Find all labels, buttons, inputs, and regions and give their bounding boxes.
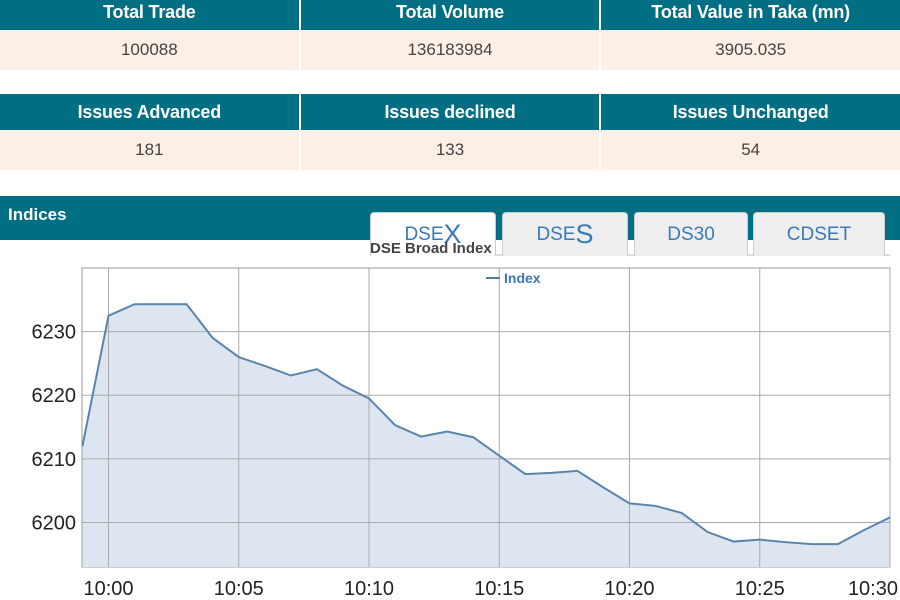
chart-legend[interactable]: Index [486,270,541,286]
issues-unchanged-value: 54 [741,140,761,159]
total-value-header: Total Value in Taka (mn) [651,1,850,22]
x-tick-label: 10:25 [735,578,785,600]
tab-dsex-prefix: DSE [404,223,444,245]
issues-declined-value: 133 [301,130,602,170]
issues-unchanged-header: Issues Unchanged [672,101,829,122]
y-tick-label: 6220 [32,385,77,407]
issues-values: 181 133 54 [0,130,900,170]
tab-cdset[interactable]: CDSET [753,212,885,256]
index-line [81,303,891,546]
x-tick-label: 10:20 [604,578,654,600]
x-tick-label: 10:10 [344,578,394,600]
y-tick-label: 6200 [32,512,77,534]
total-trade-header: Total Trade [0,0,301,30]
x-tick-label: 10:00 [83,578,133,600]
issues-advanced-header: Issues Advanced [0,94,301,130]
issues-table: Issues Advanced Issues declined Issues U… [0,94,900,170]
y-tick-label: 6210 [32,449,77,471]
x-tick-label: 10:05 [214,578,264,600]
tab-dses-prefix: DSE [536,223,576,245]
total-value-value: 3905.035 [715,40,787,59]
issues-header: Issues Advanced Issues declined Issues U… [0,94,900,130]
chart-title: DSE Broad Index [370,240,492,257]
total-trade-value: 100088 [0,30,301,70]
issues-advanced-value: 181 [0,130,301,170]
x-tick-label: 10:15 [474,578,524,600]
y-tick-label: 6230 [32,322,77,344]
tab-ds30[interactable]: DS30 [634,212,748,256]
legend-line-icon [486,277,500,279]
legend-label: Index [504,270,541,286]
market-summary-values: 100088 136183984 3905.035 [0,30,900,70]
total-volume-value: 136183984 [301,30,602,70]
market-summary-table: Total Trade Total Volume Total Value in … [0,0,900,70]
total-volume-header: Total Volume [301,0,602,30]
tab-cdset-label: CDSET [786,223,852,245]
tab-dsex-suffix: X [443,219,462,249]
tab-strip-divider [370,254,890,256]
market-summary-header: Total Trade Total Volume Total Value in … [0,0,900,30]
issues-declined-header: Issues declined [301,94,602,130]
tab-ds30-label: DS30 [667,223,715,245]
tab-dses[interactable]: DSE S [502,212,628,256]
tab-dsex[interactable]: DSE X [370,212,496,256]
tab-dses-suffix: S [575,219,594,249]
index-area [82,304,890,567]
x-tick-label: 10:30 [848,578,898,600]
indices-title: Indices [8,205,67,224]
